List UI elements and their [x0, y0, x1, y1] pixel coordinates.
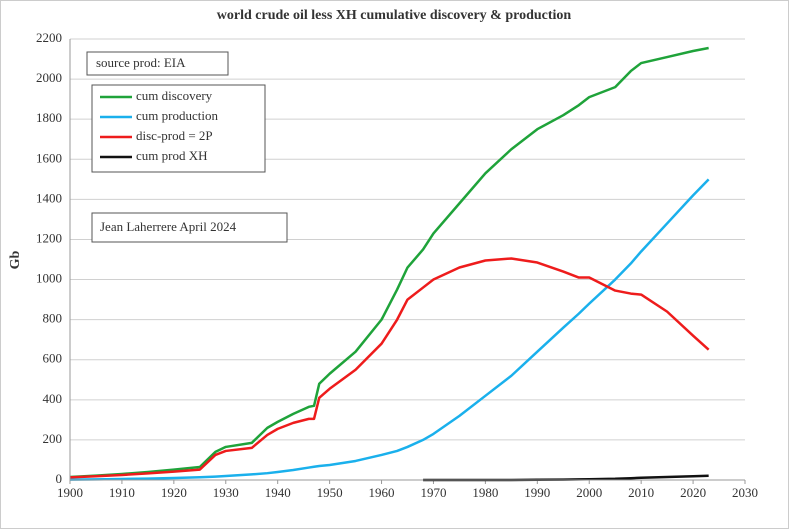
- x-tick-label: 1930: [213, 485, 239, 500]
- y-tick-label: 1400: [36, 190, 62, 205]
- y-tick-label: 2000: [36, 70, 62, 85]
- x-tick-label: 1940: [265, 485, 291, 500]
- legend-items: cum discovery cum production disc-prod = 2…: [100, 88, 218, 163]
- legend-label: cum prod XH: [136, 148, 208, 163]
- annotation-box: [86, 51, 229, 76]
- x-tick-label: 1900: [57, 485, 83, 500]
- series-line: [69, 178, 710, 481]
- y-tick-label: 0: [56, 471, 63, 486]
- y-tick-label: 200: [43, 431, 63, 446]
- x-tick-label: 2030: [732, 485, 758, 500]
- y-axis-label: Gb: [8, 250, 23, 269]
- x-tick-label: 1920: [161, 485, 187, 500]
- annotation: source prod: EIA: [96, 55, 186, 70]
- x-tick-label: 1950: [317, 485, 343, 500]
- x-tick-label: 2010: [628, 485, 654, 500]
- y-tick-label: 800: [43, 311, 63, 326]
- series-line: [69, 257, 710, 479]
- y-tick-label: 2200: [36, 30, 62, 45]
- x-tick-label: 1980: [472, 485, 498, 500]
- y-tick-label: 400: [43, 391, 63, 406]
- x-tick-label: 2020: [680, 485, 706, 500]
- x-tick-label: 1910: [109, 485, 135, 500]
- annotation: Jean Laherrere April 2024: [100, 219, 237, 234]
- chart-title: world crude oil less XH cumulative disco…: [217, 8, 572, 23]
- annotation-box: [91, 212, 288, 243]
- legend-label: disc-prod = 2P: [136, 128, 213, 143]
- series-line: [69, 46, 709, 479]
- y-tick-label: 1800: [36, 110, 62, 125]
- x-tick-label: 2000: [576, 485, 602, 500]
- x-tick-label: 1960: [369, 485, 395, 500]
- legend-label: cum discovery: [136, 88, 213, 103]
- y-tick-label: 1000: [36, 271, 62, 286]
- legend-label: cum production: [136, 108, 218, 123]
- x-tick-label: 1990: [524, 485, 550, 500]
- y-tick-label: 1200: [36, 230, 62, 245]
- y-tick-label: 600: [43, 351, 63, 366]
- y-tick-label: 1600: [36, 150, 62, 165]
- x-tick-label: 1970: [420, 485, 446, 500]
